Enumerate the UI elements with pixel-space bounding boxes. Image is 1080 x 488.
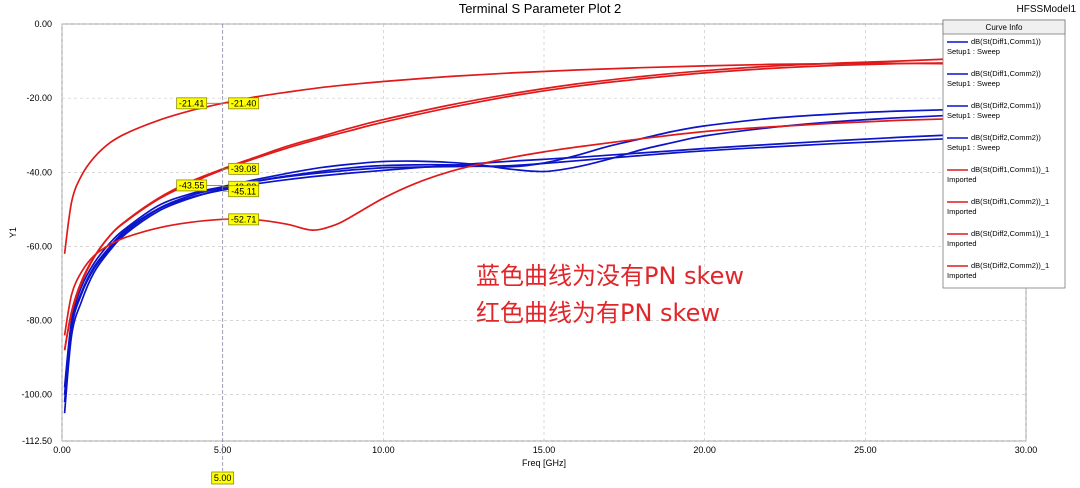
model-name: HFSSModel1: [1017, 4, 1077, 15]
cursor-value-box: [211, 471, 235, 485]
series-line-7: [63, 115, 1027, 336]
legend-series-sub: Imported: [947, 175, 977, 184]
legend-series-name: dB(St(Diff1,Comm2))_1: [971, 197, 1049, 206]
legend-series-name: dB(St(Diff2,Comm2))_1: [971, 261, 1049, 270]
series-line-2: [63, 112, 1027, 388]
x-tick-label: 25.00: [854, 445, 877, 455]
legend-series-name: dB(St(Diff1,Comm1)): [971, 37, 1041, 46]
legend-series-sub: Setup1 : Sweep: [947, 79, 1000, 88]
cursor[interactable]: 5.00: [211, 24, 235, 485]
y-tick-label: -100.00: [21, 390, 52, 400]
series-line-4: [63, 135, 1027, 395]
x-tick-label: 0.00: [53, 445, 71, 455]
legend-series-sub: Setup1 : Sweep: [947, 143, 1000, 152]
legend-series-name: dB(St(Diff2,Comm2)): [971, 133, 1041, 142]
legend-heading: Curve Info: [986, 23, 1023, 32]
y-tick-label: -20.00: [26, 93, 52, 103]
legend-entry[interactable]: dB(St(Diff2,Comm2))Setup1 : Sweep: [947, 133, 1041, 152]
series-lines: [63, 54, 1027, 414]
markers: -21.41-21.40-39.08-43.55-43.92-45.11-52.…: [176, 97, 260, 226]
x-tick-label: 15.00: [533, 445, 556, 455]
legend-series-sub: Setup1 : Sweep: [947, 111, 1000, 120]
legend-series-sub: Imported: [947, 271, 977, 280]
grid: [61, 23, 1027, 442]
chart-title: Terminal S Parameter Plot 2: [459, 1, 622, 16]
y-tick-label: -40.00: [26, 167, 52, 177]
series-line-1: [63, 107, 1027, 414]
x-tick-label: 20.00: [693, 445, 716, 455]
legend-series-name: dB(St(Diff2,Comm1)): [971, 101, 1041, 110]
y-tick-label: -60.00: [26, 241, 52, 251]
legend-header-bg: [942, 19, 1066, 35]
legend-series-name: dB(St(Diff2,Comm1))_1: [971, 229, 1049, 238]
legend-entry[interactable]: dB(St(Diff2,Comm1))Setup1 : Sweep: [947, 101, 1041, 120]
marker-value: -21.41: [179, 99, 205, 109]
series-line-8: [63, 62, 1027, 351]
legend-entry[interactable]: dB(St(Diff1,Comm2))Setup1 : Sweep: [947, 69, 1041, 88]
annotation-line-1: 蓝色曲线为没有PN skew: [476, 262, 744, 290]
marker-value: -43.55: [179, 181, 205, 191]
legend-series-name: dB(St(Diff1,Comm2)): [971, 69, 1041, 78]
legend-entry[interactable]: dB(St(Diff1,Comm1))Setup1 : Sweep: [947, 37, 1041, 56]
curve-info-legend[interactable]: Curve Info dB(St(Diff1,Comm1))Setup1 : S…: [942, 19, 1066, 289]
marker-value: -52.71: [231, 215, 257, 225]
legend-series-sub: Imported: [947, 207, 977, 216]
y-tick-label: 0.00: [34, 19, 52, 29]
cursor-value-label: 5.00: [214, 473, 232, 483]
y-tick-label: -80.00: [26, 316, 52, 326]
axes: 0.00 5.00 10.00 15.00 20.00 25.00 30.000.00-20…: [8, 19, 1037, 468]
marker-value: -21.40: [231, 99, 257, 109]
y-tick-label: -112.50: [22, 436, 52, 446]
legend-series-sub: Imported: [947, 239, 977, 248]
x-tick-label: 10.00: [372, 445, 395, 455]
series-line-5: [63, 62, 1027, 254]
x-axis-label: Freq [GHz]: [522, 458, 566, 468]
x-tick-label: 30.00: [1015, 445, 1038, 455]
y-axis-label: Y1: [8, 227, 18, 238]
legend-series-sub: Setup1 : Sweep: [947, 47, 1000, 56]
annotation-line-2: 红色曲线为有PN skew: [476, 299, 720, 327]
marker-value: -45.11: [231, 187, 256, 197]
legend-series-name: dB(St(Diff1,Comm1))_1: [971, 165, 1049, 174]
marker-value: -39.08: [231, 164, 257, 174]
